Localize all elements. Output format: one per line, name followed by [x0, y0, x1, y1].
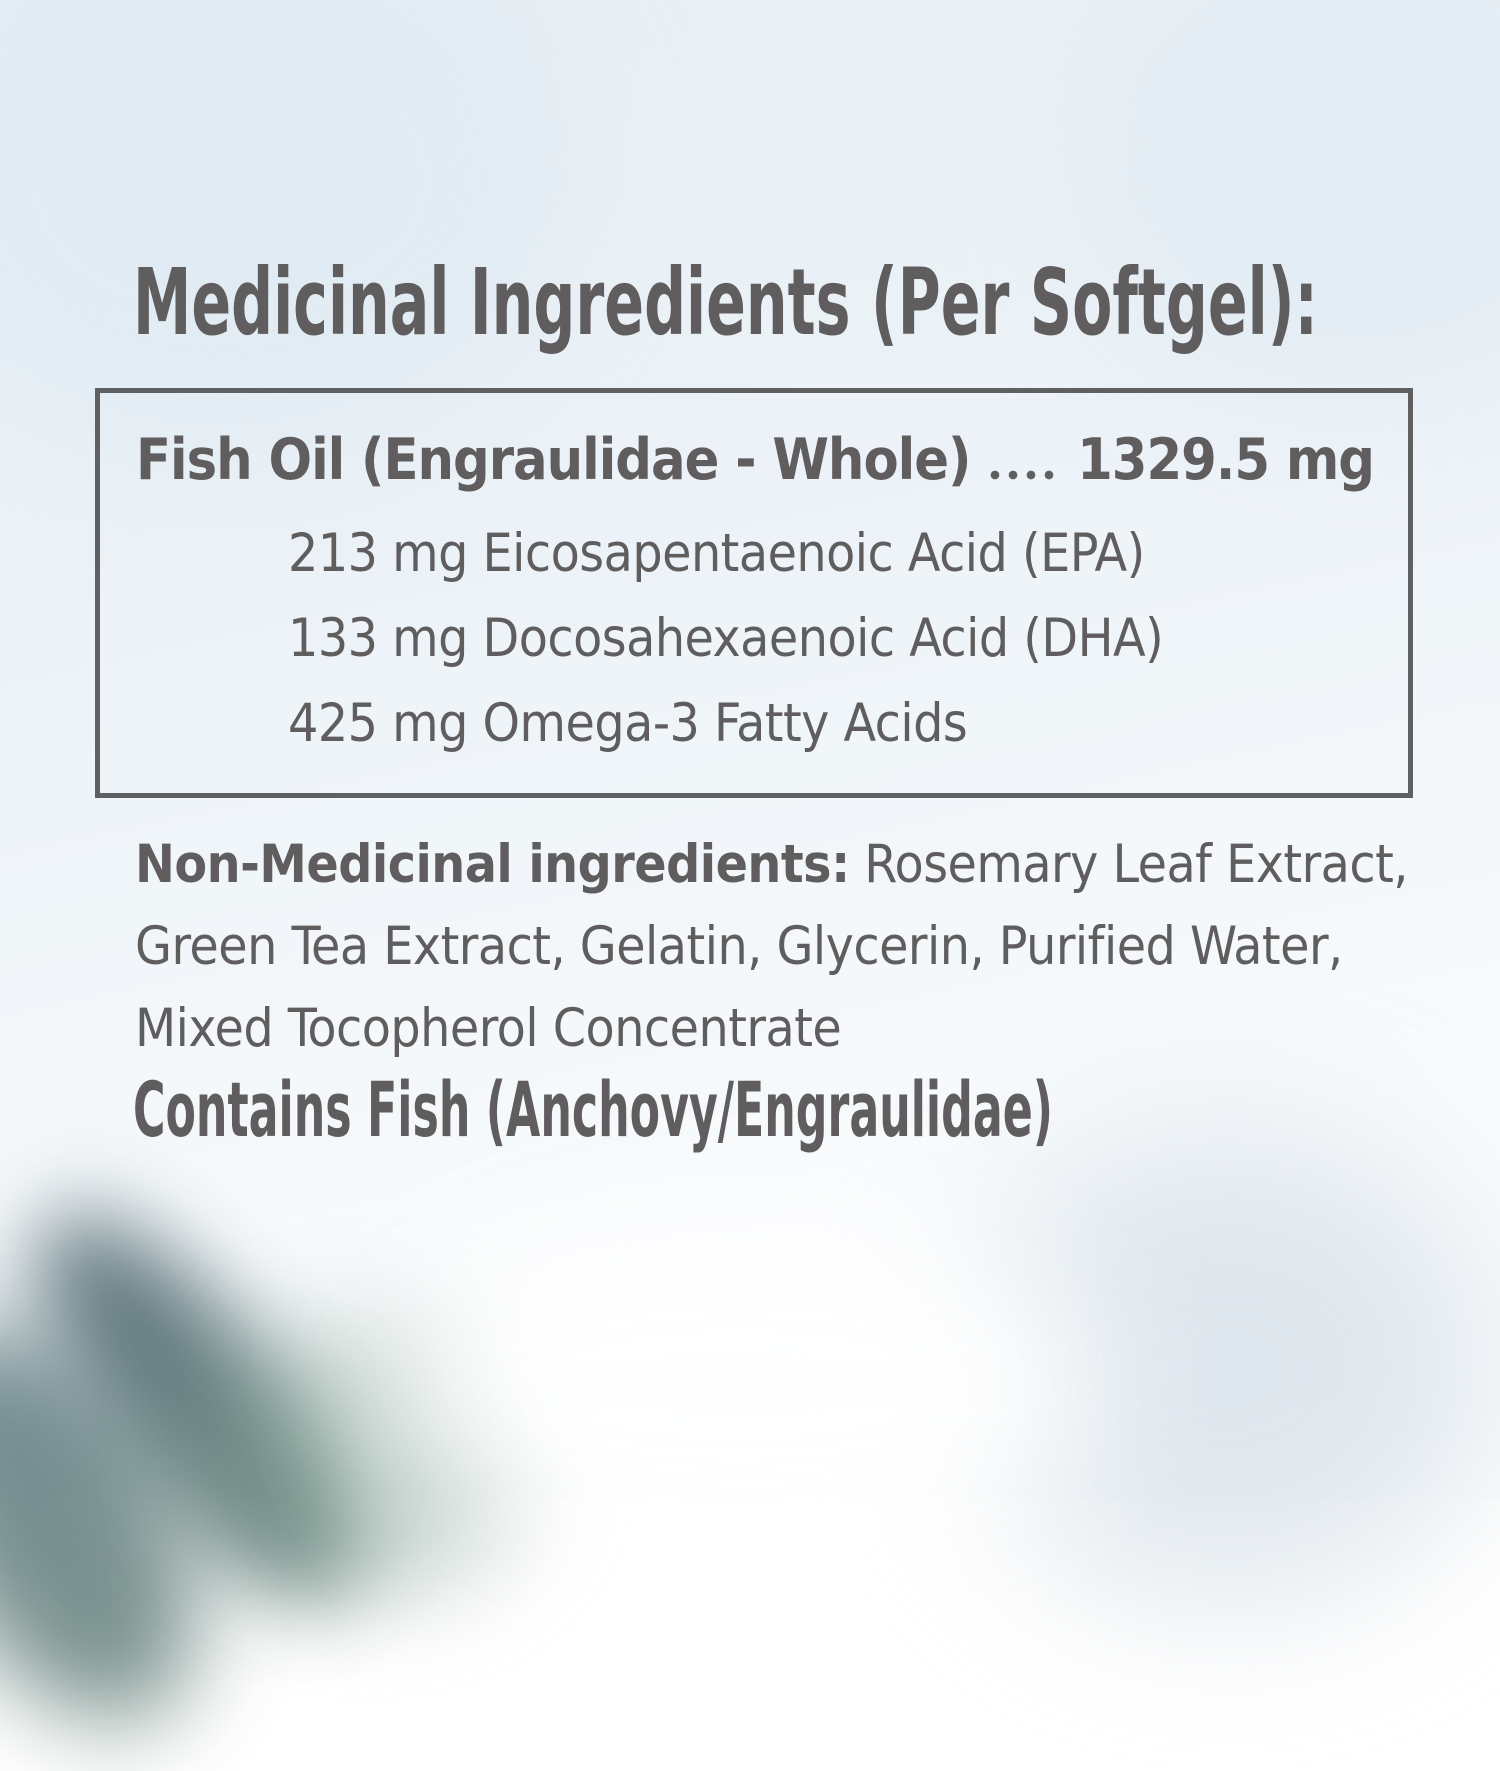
non-medicinal-line-3: Mixed Tocopherol Concentrate [135, 998, 842, 1059]
component-epa: 213 mg Eicosapentaenoic Acid (EPA) [288, 523, 1145, 584]
non-medicinal-line-2: Green Tea Extract, Gelatin, Glycerin, Pu… [135, 916, 1343, 977]
allergen-statement: Contains Fish (Anchovy/Engraulidae) [133, 1066, 1053, 1154]
medicinal-ingredients-box: Fish Oil (Engraulidae - Whole) 1329.5 mg… [95, 388, 1413, 798]
main-ingredient-name: Fish Oil (Engraulidae - Whole) [136, 427, 971, 493]
non-medicinal-line-1-rest: Rosemary Leaf Extract, [849, 834, 1408, 895]
component-omega3: 425 mg Omega-3 Fatty Acids [288, 693, 968, 754]
component-list: 213 mg Eicosapentaenoic Acid (EPA) 133 m… [136, 511, 1374, 766]
page-title: Medicinal Ingredients (Per Softgel): [133, 250, 1318, 356]
non-medicinal-ingredients: Non-Medicinal ingredients: Rosemary Leaf… [135, 824, 1408, 1070]
dotted-leader [990, 469, 1062, 481]
non-medicinal-label: Non-Medicinal ingredients: [135, 834, 850, 895]
main-ingredient-row: Fish Oil (Engraulidae - Whole) 1329.5 mg [136, 427, 1375, 493]
non-medicinal-line-1: Non-Medicinal ingredients: Rosemary Leaf… [135, 824, 1408, 906]
background-white-glow [380, 1220, 1100, 1550]
section-heading-graphic: Medicinal Ingredients (Per Softgel): [133, 250, 1318, 356]
allergen-statement-graphic: Contains Fish (Anchovy/Engraulidae) [133, 1066, 1053, 1154]
component-dha: 133 mg Docosahexaenoic Acid (DHA) [288, 608, 1164, 669]
supplement-facts-panel: Medicinal Ingredients (Per Softgel): Fis… [95, 250, 1413, 1154]
main-ingredient-amount: 1329.5 mg [1077, 427, 1375, 493]
